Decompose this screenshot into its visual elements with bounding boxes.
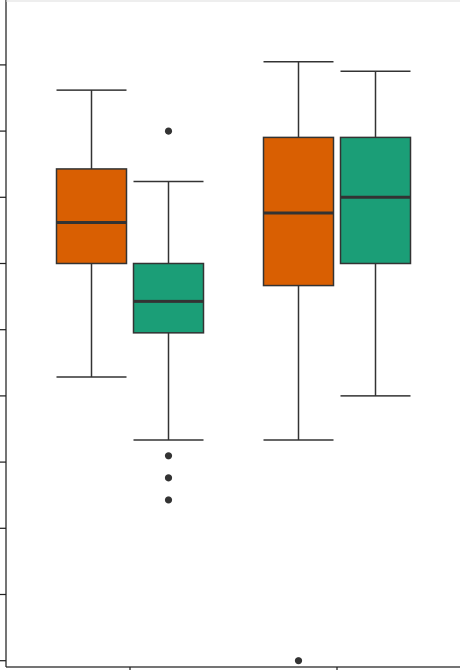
iqr-box [339,136,412,265]
y-axis-ticks [0,64,6,662]
outlier-point [164,496,173,504]
box-2-2 [339,70,412,397]
box-1-2 [262,60,335,665]
outlier-point [294,657,303,665]
outlier-point [164,474,173,482]
iqr-box [262,136,335,287]
outlier-point [164,452,173,460]
iqr-box [132,262,205,334]
box-1-1 [55,89,128,378]
box-groups [55,60,412,665]
box-2-1 [132,127,205,504]
plot-border [5,0,460,668]
iqr-box [55,168,128,265]
outlier-point [164,127,173,135]
